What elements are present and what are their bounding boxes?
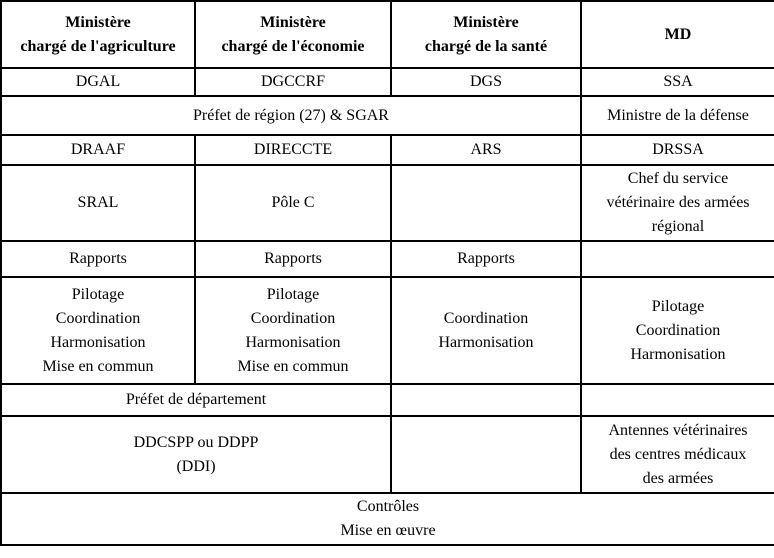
cell-drssa: DRSSA xyxy=(580,134,774,166)
cell-direccte: DIRECCTE xyxy=(194,134,392,166)
header-ministry-economy: Ministère chargé de l'économie xyxy=(194,0,392,69)
row-controles: Contrôles Mise en œuvre xyxy=(0,492,774,546)
cell-draaf: DRAAF xyxy=(0,134,196,166)
cell-ssa: SSA xyxy=(580,67,774,97)
header-ministry-agriculture: Ministère chargé de l'agriculture xyxy=(0,0,196,69)
cell-ddcspp-ddpp: DDCSPP ou DDPP (DDI) xyxy=(0,415,392,494)
cell-empty-departement-md xyxy=(580,383,774,417)
row-prefet-departement: Préfet de département xyxy=(0,383,774,417)
cell-rapports-economie: Rapports xyxy=(194,240,392,278)
cell-sral: SRAL xyxy=(0,164,196,242)
organization-table: Ministère chargé de l'agriculture Minist… xyxy=(0,0,774,546)
cell-rapports-agriculture: Rapports xyxy=(0,240,196,278)
cell-prefet-departement: Préfet de département xyxy=(0,383,392,417)
row-rapports: Rapports Rapports Rapports xyxy=(0,240,774,278)
row-ministries: Ministère chargé de l'agriculture Minist… xyxy=(0,0,774,69)
cell-empty-rapports-md xyxy=(580,240,774,278)
cell-missions-sante: Coordination Harmonisation xyxy=(390,276,582,385)
cell-chef-service-veterinaire: Chef du service vétérinaire des armées r… xyxy=(580,164,774,242)
cell-ars: ARS xyxy=(390,134,582,166)
cell-controles-mise-en-oeuvre: Contrôles Mise en œuvre xyxy=(0,492,774,546)
cell-ministre-defense: Ministre de la défense xyxy=(580,95,774,136)
cell-rapports-sante: Rapports xyxy=(390,240,582,278)
row-missions: Pilotage Coordination Harmonisation Mise… xyxy=(0,276,774,385)
row-services-departementaux: DDCSPP ou DDPP (DDI) Antennes vétérinair… xyxy=(0,415,774,494)
row-prefet-region: Préfet de région (27) & SGAR Ministre de… xyxy=(0,95,774,136)
row-directions-generales: DGAL DGCCRF DGS SSA xyxy=(0,67,774,97)
cell-missions-md: Pilotage Coordination Harmonisation xyxy=(580,276,774,385)
header-ministry-defense-md: MD xyxy=(580,0,774,69)
cell-dgs: DGS xyxy=(390,67,582,97)
cell-antennes-veterinaires: Antennes vétérinaires des centres médica… xyxy=(580,415,774,494)
header-ministry-health: Ministère chargé de la santé xyxy=(390,0,582,69)
cell-empty-services-sante xyxy=(390,415,582,494)
cell-prefet-region-sgar: Préfet de région (27) & SGAR xyxy=(0,95,582,136)
row-directions-regionales: DRAAF DIRECCTE ARS DRSSA xyxy=(0,134,774,166)
cell-missions-economie: Pilotage Coordination Harmonisation Mise… xyxy=(194,276,392,385)
cell-empty-sante-regional xyxy=(390,164,582,242)
cell-dgal: DGAL xyxy=(0,67,196,97)
cell-empty-departement-sante xyxy=(390,383,582,417)
cell-missions-agriculture: Pilotage Coordination Harmonisation Mise… xyxy=(0,276,196,385)
cell-pole-c: Pôle C xyxy=(194,164,392,242)
cell-dgccrf: DGCCRF xyxy=(194,67,392,97)
row-services-regionaux: SRAL Pôle C Chef du service vétérinaire … xyxy=(0,164,774,242)
